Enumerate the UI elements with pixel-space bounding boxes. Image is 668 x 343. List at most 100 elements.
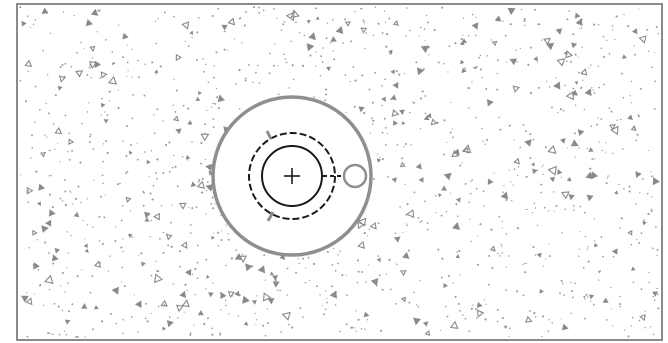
- particle-dot: [462, 17, 465, 19]
- debris-shard: [197, 310, 204, 316]
- particle-dot: [37, 268, 40, 271]
- debris-shard: [420, 45, 429, 54]
- particle-dot: [219, 332, 222, 335]
- particle-dot: [363, 21, 366, 24]
- particle-dot: [168, 170, 171, 173]
- particle-dot: [618, 183, 620, 186]
- particle-dot: [64, 114, 67, 117]
- particle-dot: [105, 140, 107, 142]
- particle-dot: [214, 102, 217, 105]
- particle-dot: [288, 87, 291, 89]
- particle-dot: [413, 191, 416, 194]
- debris-shard: [393, 120, 399, 126]
- particle-dot: [372, 34, 375, 37]
- debris-shard: [642, 220, 647, 226]
- debris-shard: [586, 194, 594, 202]
- debris-shard: [630, 125, 637, 132]
- particle-dot: [524, 24, 526, 27]
- debris-shard: [575, 18, 583, 26]
- particle-dot: [177, 317, 179, 319]
- debris-shard: [335, 26, 344, 34]
- particle-dot: [108, 100, 111, 102]
- particle-dot: [225, 304, 227, 307]
- particle-dot: [505, 199, 508, 201]
- particle-dot: [207, 317, 209, 320]
- particle-dot: [569, 60, 572, 63]
- particle-dot: [46, 136, 48, 138]
- debris-shard: [392, 20, 399, 26]
- debris-shard: [357, 221, 365, 230]
- particle-dot: [210, 106, 213, 108]
- particle-dot: [101, 97, 103, 100]
- debris-shard: [37, 201, 41, 206]
- debris-shard: [269, 271, 275, 276]
- particle-dot: [652, 333, 655, 336]
- particle-dot: [488, 255, 491, 257]
- particle-dot: [537, 23, 540, 26]
- particle-dot: [383, 10, 386, 12]
- particle-dot: [77, 185, 80, 188]
- particle-dot: [374, 6, 377, 8]
- circle-handle-icon[interactable]: [342, 163, 368, 189]
- particle-dot: [264, 279, 266, 281]
- debris-shard: [509, 58, 518, 66]
- debris-shard: [460, 59, 465, 65]
- particle-dot: [555, 77, 557, 79]
- particle-dot: [586, 248, 589, 250]
- particle-dot: [459, 310, 461, 312]
- particle-dot: [195, 58, 198, 61]
- particle-dot: [482, 140, 484, 142]
- debris-shard: [574, 12, 581, 19]
- particle-dot: [189, 332, 192, 335]
- particle-dot: [274, 43, 276, 45]
- particle-dot: [374, 71, 377, 74]
- particle-dot: [356, 259, 360, 262]
- particle-dot: [542, 265, 545, 267]
- debris-shard: [290, 9, 300, 19]
- particle-dot: [88, 66, 91, 69]
- particle-dot: [47, 112, 50, 115]
- particle-dot: [19, 6, 22, 9]
- particle-dot: [583, 211, 586, 214]
- particle-dot: [588, 67, 590, 69]
- particle-dot: [276, 289, 279, 291]
- debris-shard: [308, 32, 316, 40]
- particle-dot: [622, 148, 624, 150]
- particle-dot: [211, 327, 213, 330]
- particle-dot: [99, 262, 102, 264]
- debris-shard: [593, 242, 599, 248]
- debris-shard: [400, 296, 407, 303]
- debris-shard: [621, 54, 627, 59]
- particle-dot: [39, 285, 41, 287]
- particle-dot: [637, 114, 640, 117]
- particle-dot: [67, 150, 69, 153]
- debris-shard: [631, 28, 638, 35]
- particle-dot: [363, 112, 366, 115]
- particle-dot: [115, 322, 118, 325]
- particle-dot: [204, 132, 206, 134]
- particle-dot: [70, 192, 72, 194]
- player-unit[interactable]: [211, 95, 373, 257]
- particle-dot: [426, 222, 429, 224]
- particle-dot: [217, 7, 220, 10]
- particle-dot: [215, 87, 218, 90]
- particle-dot: [99, 77, 102, 79]
- particle-dot: [227, 50, 229, 52]
- particle-dot: [372, 119, 375, 122]
- particle-dot: [314, 65, 317, 67]
- debris-shard: [438, 193, 442, 198]
- particle-dot: [406, 7, 408, 9]
- debris-shard: [423, 115, 430, 121]
- debris-shard: [90, 8, 99, 16]
- debris-shard: [166, 320, 174, 328]
- debris-shard: [381, 96, 386, 102]
- particle-dot: [331, 264, 334, 266]
- particle-dot: [200, 162, 202, 165]
- particle-dot: [66, 231, 69, 233]
- particle-dot: [127, 70, 129, 72]
- particle-dot: [516, 174, 519, 177]
- particle-dot: [610, 308, 612, 310]
- particle-dot: [341, 274, 344, 277]
